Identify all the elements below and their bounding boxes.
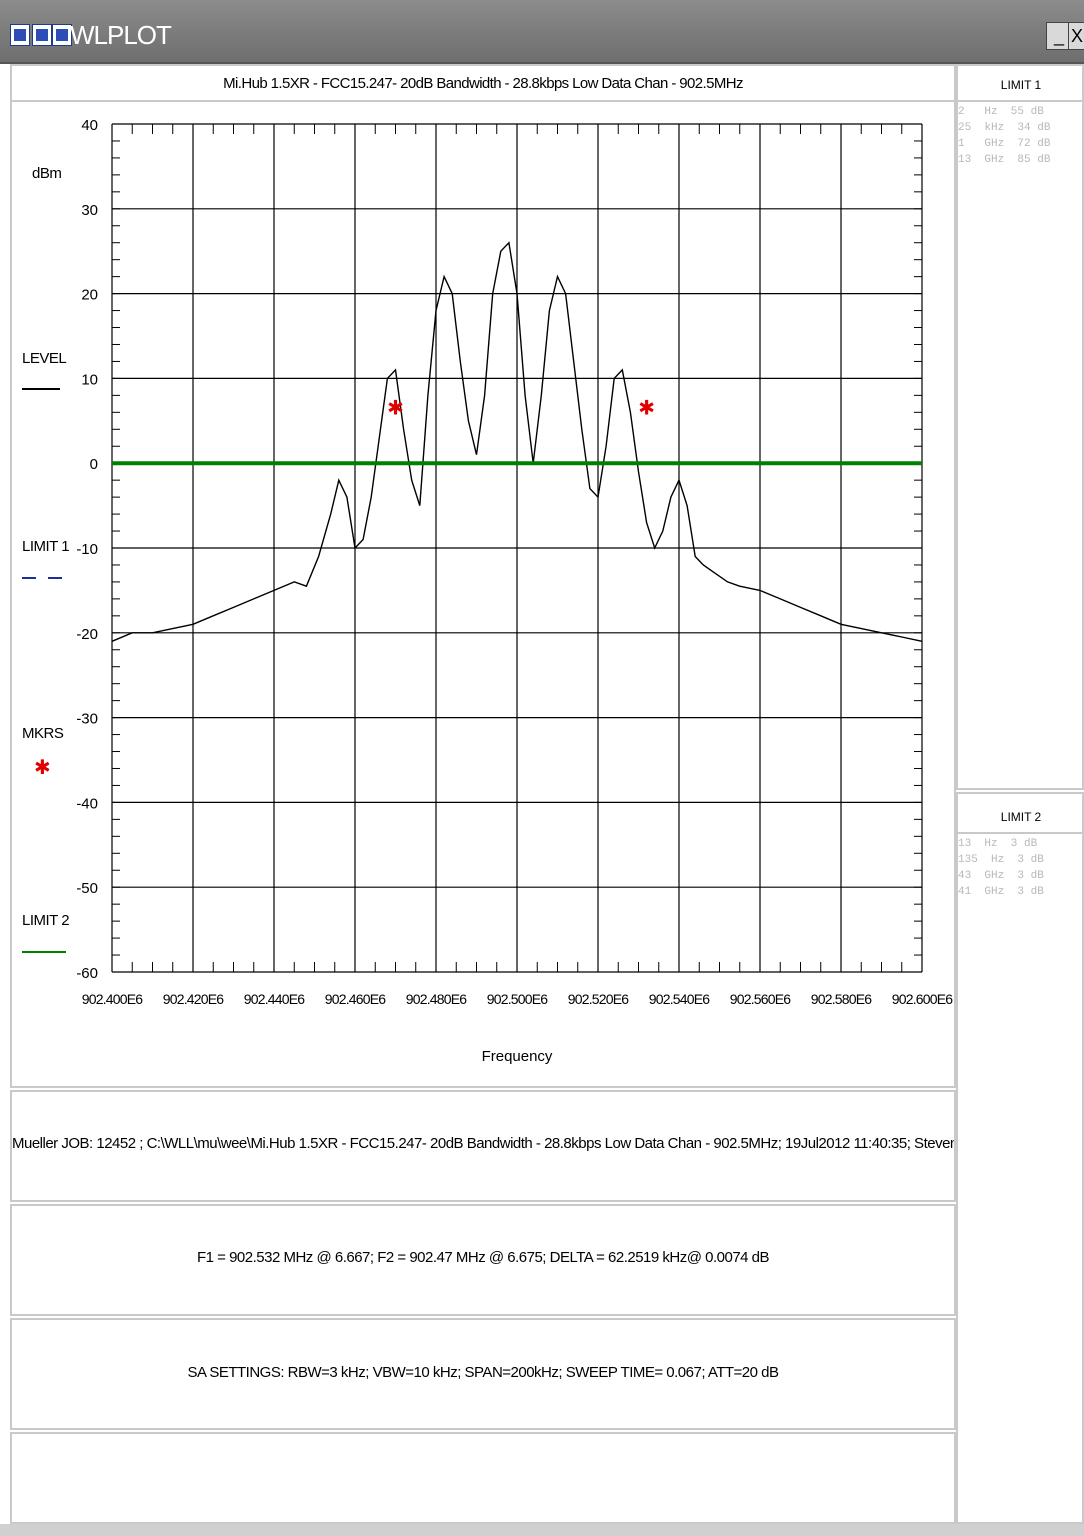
- y-tick-label: -60: [76, 965, 98, 982]
- job-info-text: Mueller JOB: 12452 ; C:\WLL\mu\wee\Mi.Hu…: [12, 1135, 954, 1152]
- y-tick-label: 40: [81, 117, 98, 134]
- marker-info-panel: [10, 1204, 956, 1316]
- marker-legend-icon: ✱: [34, 757, 51, 779]
- limit2-panel: [956, 792, 1084, 1524]
- limit1-row: 13 GHz 85 dB: [958, 154, 1051, 166]
- limit2-row: 43 GHz 3 dB: [958, 870, 1044, 882]
- markers-legend-label: MKRS: [22, 725, 64, 742]
- close-button[interactable]: X: [1068, 22, 1084, 50]
- limit1-legend-swatch-b: [48, 577, 62, 579]
- status-bar: [0, 1524, 1084, 1536]
- limit2-row: 13 Hz 3 dB: [958, 838, 1038, 850]
- marker-point: ✱: [638, 398, 655, 420]
- x-tick-label: 902.440E6: [244, 991, 306, 1007]
- limit2-legend-swatch: [22, 951, 66, 953]
- spectrum-plot: 40 30 20 10 0 -10 -20 -30 -40 -50 -60 902.400E6 902.…: [76, 117, 954, 1065]
- limit1-panel: [956, 64, 1084, 790]
- empty-panel: [10, 1432, 956, 1524]
- y-tick-label: -50: [76, 880, 98, 897]
- y-tick-label: 0: [90, 456, 98, 473]
- limit2-row: 135 Hz 3 dB: [958, 854, 1044, 866]
- y-tick-label: 20: [81, 287, 98, 304]
- job-info-panel: [10, 1090, 956, 1202]
- limit1-row: 25 kHz 34 dB: [958, 122, 1051, 134]
- x-tick-label: 902.400E6: [82, 991, 144, 1007]
- x-tick-label: 902.600E6: [892, 991, 954, 1007]
- limit2-legend-label: LIMIT 2: [22, 912, 70, 929]
- x-tick-label: 902.500E6: [487, 991, 549, 1007]
- x-tick-label: 902.540E6: [649, 991, 711, 1007]
- y-tick-label: -10: [76, 541, 98, 558]
- x-axis-label: Frequency: [482, 1048, 553, 1065]
- title-divider: [12, 100, 954, 102]
- chart-panel: [10, 64, 956, 1088]
- x-tick-label: 902.560E6: [730, 991, 792, 1007]
- limit1-title: LIMIT 1: [1000, 78, 1042, 92]
- save-icon[interactable]: [52, 24, 72, 46]
- x-tick-label: 902.520E6: [568, 991, 630, 1007]
- title-bar: WLPLOT _ X: [0, 0, 1084, 64]
- y-tick-label: -20: [76, 626, 98, 643]
- x-tick-label: 902.580E6: [811, 991, 873, 1007]
- limit2-title: LIMIT 2: [1000, 810, 1042, 824]
- limit2-divider: [958, 832, 1084, 834]
- y-tick-label: 30: [81, 202, 98, 219]
- x-tick-label: 902.460E6: [325, 991, 387, 1007]
- sa-settings-panel: [10, 1318, 956, 1430]
- y-tick-label: 10: [81, 371, 98, 388]
- minimize-button[interactable]: _: [1046, 22, 1072, 50]
- print-icon[interactable]: [32, 24, 52, 46]
- marker-point: ✱: [387, 398, 404, 420]
- level-trace: [111, 241, 923, 642]
- x-tick-label: 902.480E6: [406, 991, 468, 1007]
- marker-info-text: F1 = 902.532 MHz @ 6.667; F2 = 902.47 MH…: [196, 1249, 770, 1266]
- level-legend-swatch: [22, 388, 60, 390]
- chart-title: Mi.Hub 1.5XR - FCC15.247- 20dB Bandwidth…: [223, 75, 743, 92]
- y-tick-label: -40: [76, 795, 98, 812]
- limit1-legend-swatch: [22, 577, 36, 579]
- y-unit-label: dBm: [32, 165, 62, 182]
- window-title: WLPLOT: [70, 20, 172, 50]
- limit1-legend-label: LIMIT 1: [22, 538, 70, 555]
- level-legend-label: LEVEL: [22, 350, 67, 367]
- limit1-row: 2 Hz 55 dB: [958, 106, 1044, 118]
- app-icon[interactable]: [10, 24, 30, 46]
- limit1-row: 1 GHz 72 dB: [958, 138, 1051, 150]
- limit2-row: 41 GHz 3 dB: [958, 886, 1044, 898]
- sa-settings-text: SA SETTINGS: RBW=3 kHz; VBW=10 kHz; SPAN…: [187, 1364, 779, 1381]
- y-tick-label: -30: [76, 711, 98, 728]
- x-tick-label: 902.420E6: [163, 991, 225, 1007]
- limit1-divider: [958, 100, 1084, 102]
